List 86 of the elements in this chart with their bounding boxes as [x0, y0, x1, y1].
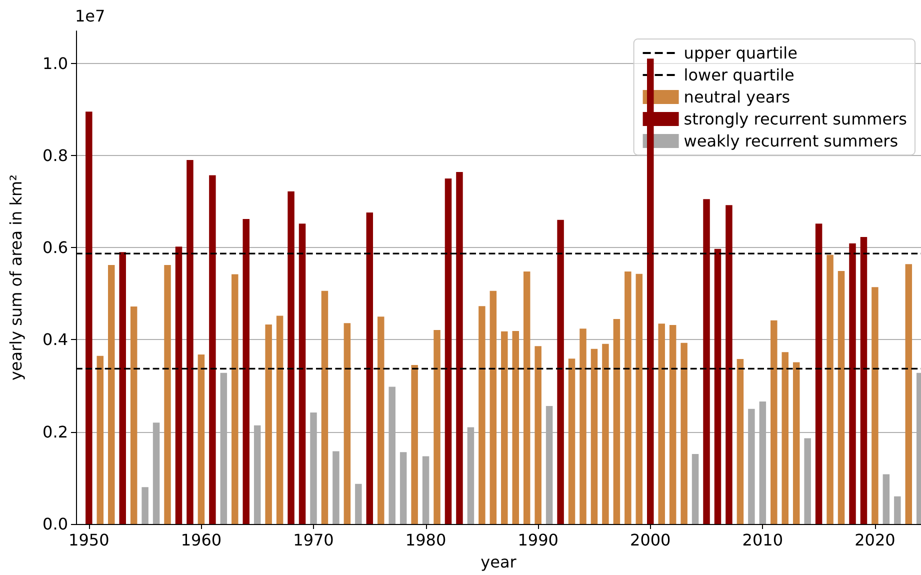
legend-label: weakly recurrent summers	[684, 132, 898, 150]
bar	[849, 243, 856, 524]
bar	[232, 274, 238, 524]
x-tick-label: 2010	[742, 530, 784, 550]
y-tick-label: 1.0	[42, 54, 68, 73]
bar	[624, 272, 632, 524]
bar	[175, 246, 182, 524]
bar	[209, 175, 216, 524]
legend-label: upper quartile	[684, 44, 798, 62]
bar	[444, 178, 452, 524]
bar	[736, 359, 744, 524]
x-tick-label: 1950	[68, 530, 110, 550]
bar	[400, 452, 407, 524]
bar	[714, 248, 722, 524]
bar	[142, 487, 148, 524]
bar	[378, 316, 384, 524]
bar	[860, 236, 868, 524]
bar	[590, 348, 598, 524]
bar	[580, 328, 586, 524]
legend-label: strongly recurrent summers	[684, 110, 907, 128]
y-tick-label: 0.8	[42, 146, 68, 165]
bar	[636, 274, 643, 524]
bar	[703, 199, 710, 524]
bar	[613, 318, 620, 524]
bar	[792, 362, 800, 524]
bar	[242, 218, 250, 524]
x-tick-label: 1970	[293, 530, 334, 550]
bar	[422, 456, 430, 524]
bar	[838, 271, 845, 524]
bar	[658, 324, 665, 524]
x-axis-title: year	[480, 552, 517, 572]
bar	[344, 323, 351, 524]
bar	[298, 224, 306, 524]
bar	[568, 358, 576, 524]
bar	[501, 331, 508, 524]
y-tick-label: 0.6	[42, 238, 68, 258]
bar	[332, 451, 340, 524]
bar	[198, 354, 205, 524]
bar	[288, 191, 294, 524]
bar	[557, 220, 564, 524]
bar	[276, 316, 284, 524]
bar	[905, 264, 912, 524]
bar	[478, 306, 486, 524]
bar	[434, 330, 440, 524]
bar	[456, 172, 463, 524]
bar	[882, 474, 890, 524]
bar	[826, 254, 834, 524]
y-tick-label: 0.4	[42, 330, 68, 350]
y-axis-title: yearly sum of area in km²	[6, 174, 26, 381]
bar	[815, 224, 822, 524]
bar	[355, 484, 362, 524]
x-tick-label: 1960	[180, 530, 222, 550]
bar	[782, 352, 788, 524]
x-tick-label: 1980	[405, 530, 446, 550]
bar	[669, 324, 676, 524]
legend-label: neutral years	[684, 88, 790, 106]
bar	[86, 112, 92, 524]
bar	[534, 346, 542, 524]
x-tick-label: 1990	[518, 530, 558, 550]
x-tick-label: 2020	[854, 530, 896, 550]
legend-label: lower quartile	[684, 66, 794, 84]
bar	[164, 265, 171, 524]
x-tick-label: 2000	[630, 530, 671, 550]
bar	[265, 324, 272, 524]
bar	[512, 330, 519, 524]
bar	[96, 356, 104, 524]
bar	[770, 320, 778, 524]
bar	[692, 454, 699, 524]
bar	[366, 212, 374, 524]
bar	[726, 205, 732, 524]
bar	[523, 272, 530, 524]
bar	[490, 290, 497, 524]
bar	[130, 306, 138, 524]
bar	[602, 344, 609, 524]
bar	[804, 438, 811, 524]
bar	[411, 365, 418, 524]
bar	[321, 290, 328, 524]
y-tick-label: 0.0	[42, 514, 68, 534]
bar	[186, 160, 194, 524]
y-tick-label: 0.2	[42, 422, 68, 442]
bar	[894, 496, 901, 524]
bar	[108, 265, 115, 524]
text: 1e7	[75, 6, 106, 26]
bar	[680, 342, 688, 524]
bar	[119, 252, 126, 524]
bar	[872, 287, 878, 524]
